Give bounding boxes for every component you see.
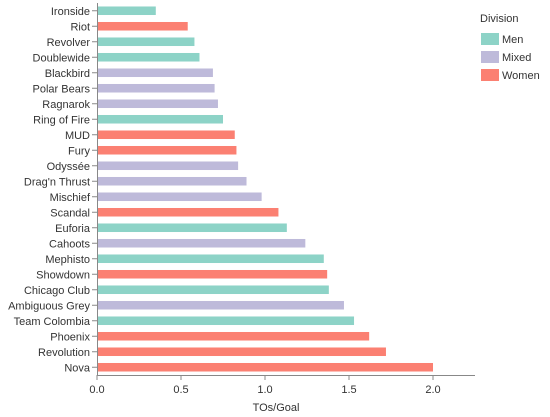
y-tick-label: Doublewide xyxy=(33,52,90,64)
y-tick-label: Polar Bears xyxy=(33,83,91,95)
x-tick-label: 0.5 xyxy=(173,384,188,396)
bar xyxy=(97,192,262,202)
y-tick-label: Mischief xyxy=(50,192,91,204)
x-tick-label: 1.0 xyxy=(257,384,272,396)
y-tick-label: Euforia xyxy=(55,223,91,235)
legend-label: Mixed xyxy=(502,52,531,64)
bar xyxy=(97,316,355,326)
legend-title: Division xyxy=(480,13,519,25)
y-tick-label: Ambiguous Grey xyxy=(8,300,90,312)
y-tick-label: Riot xyxy=(70,21,90,33)
x-axis-title: TOs/Goal xyxy=(253,402,300,414)
y-tick-label: Ring of Fire xyxy=(33,114,90,126)
y-tick-label: Odyssée xyxy=(47,161,90,173)
y-tick-label: Cahoots xyxy=(49,238,90,250)
bar xyxy=(97,254,324,264)
bar xyxy=(97,114,223,124)
bar xyxy=(97,238,306,248)
bar xyxy=(97,223,287,233)
bar xyxy=(97,52,200,62)
y-tick-label: Mephisto xyxy=(45,254,90,266)
bar xyxy=(97,269,328,279)
legend-swatch xyxy=(481,69,499,81)
bar xyxy=(97,37,195,47)
bar xyxy=(97,130,235,140)
bar xyxy=(97,285,329,295)
x-axis: 0.0 0.5 1.0 1.5 2.0 xyxy=(89,375,475,396)
y-tick-label: Scandal xyxy=(50,207,90,219)
y-tick-label: Revolution xyxy=(38,347,90,359)
bar xyxy=(97,331,370,341)
bar xyxy=(97,176,247,186)
bar xyxy=(97,362,433,372)
x-tick-label: 1.5 xyxy=(341,384,356,396)
bar xyxy=(97,207,279,217)
bars-group xyxy=(97,6,433,372)
y-tick-label: Blackbird xyxy=(45,68,90,80)
y-tick-label: Fury xyxy=(68,145,91,157)
bar xyxy=(97,300,344,310)
y-tick-label: Drag'n Thrust xyxy=(24,176,90,188)
y-tick-label: Team Colombia xyxy=(14,316,91,328)
y-tick-label: Phoenix xyxy=(50,331,90,343)
bar xyxy=(97,161,239,171)
bar xyxy=(97,99,218,109)
legend-label: Men xyxy=(502,34,523,46)
x-tick-label: 2.0 xyxy=(425,384,440,396)
y-tick-label: Showdown xyxy=(36,269,90,281)
y-tick-label: Chicago Club xyxy=(24,285,90,297)
legend-swatch xyxy=(481,33,499,45)
bar xyxy=(97,145,237,155)
legend-swatch xyxy=(481,51,499,63)
x-tick-label: 0.0 xyxy=(89,384,104,396)
bar xyxy=(97,21,188,31)
bar xyxy=(97,83,215,93)
legend: Division Men Mixed Women xyxy=(480,13,540,82)
bar xyxy=(97,68,213,78)
y-tick-label: Revolver xyxy=(47,37,91,49)
y-tick-label: Ragnarok xyxy=(42,99,90,111)
y-tick-label: MUD xyxy=(65,130,90,142)
bar xyxy=(97,347,386,357)
y-tick-label: Nova xyxy=(64,362,91,374)
legend-label: Women xyxy=(502,70,540,82)
bar xyxy=(97,6,156,16)
y-tick-label: Ironside xyxy=(51,6,90,18)
y-axis: Ironside Riot Revolver Doublewide Blackbird P… xyxy=(8,3,98,375)
